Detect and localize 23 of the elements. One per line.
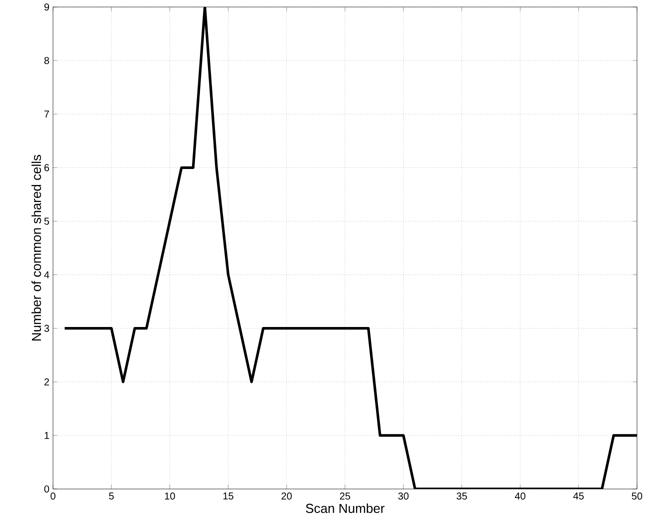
y-tick-label: 1 [44,432,49,439]
y-tick-label: 0 [44,485,50,493]
x-tick-label: 10 [165,492,175,500]
x-tick-label: 50 [632,492,642,500]
x-tick-label: 30 [398,492,409,500]
y-tick-label: 3 [44,324,50,332]
y-tick-label: 8 [44,57,50,64]
x-axis-title: Scan Number [306,503,384,514]
x-tick-label: 15 [223,492,234,500]
y-tick-label: 7 [44,110,49,118]
x-tick-label: 35 [456,492,467,500]
x-tick-label: 25 [340,492,350,500]
x-tick-label: 20 [282,492,292,500]
x-tick-label: 0 [50,492,56,500]
y-tick-label: 2 [44,378,49,386]
y-tick-label: 9 [44,3,50,11]
x-tick-label: 45 [573,492,584,500]
y-tick-label: 5 [44,218,50,225]
x-tick-label: 40 [514,492,526,500]
y-axis-title: Number of common shared cells [31,154,42,340]
y-tick-label: 4 [44,271,50,278]
y-tick-label: 6 [44,164,50,172]
x-tick-label: 5 [109,492,114,500]
